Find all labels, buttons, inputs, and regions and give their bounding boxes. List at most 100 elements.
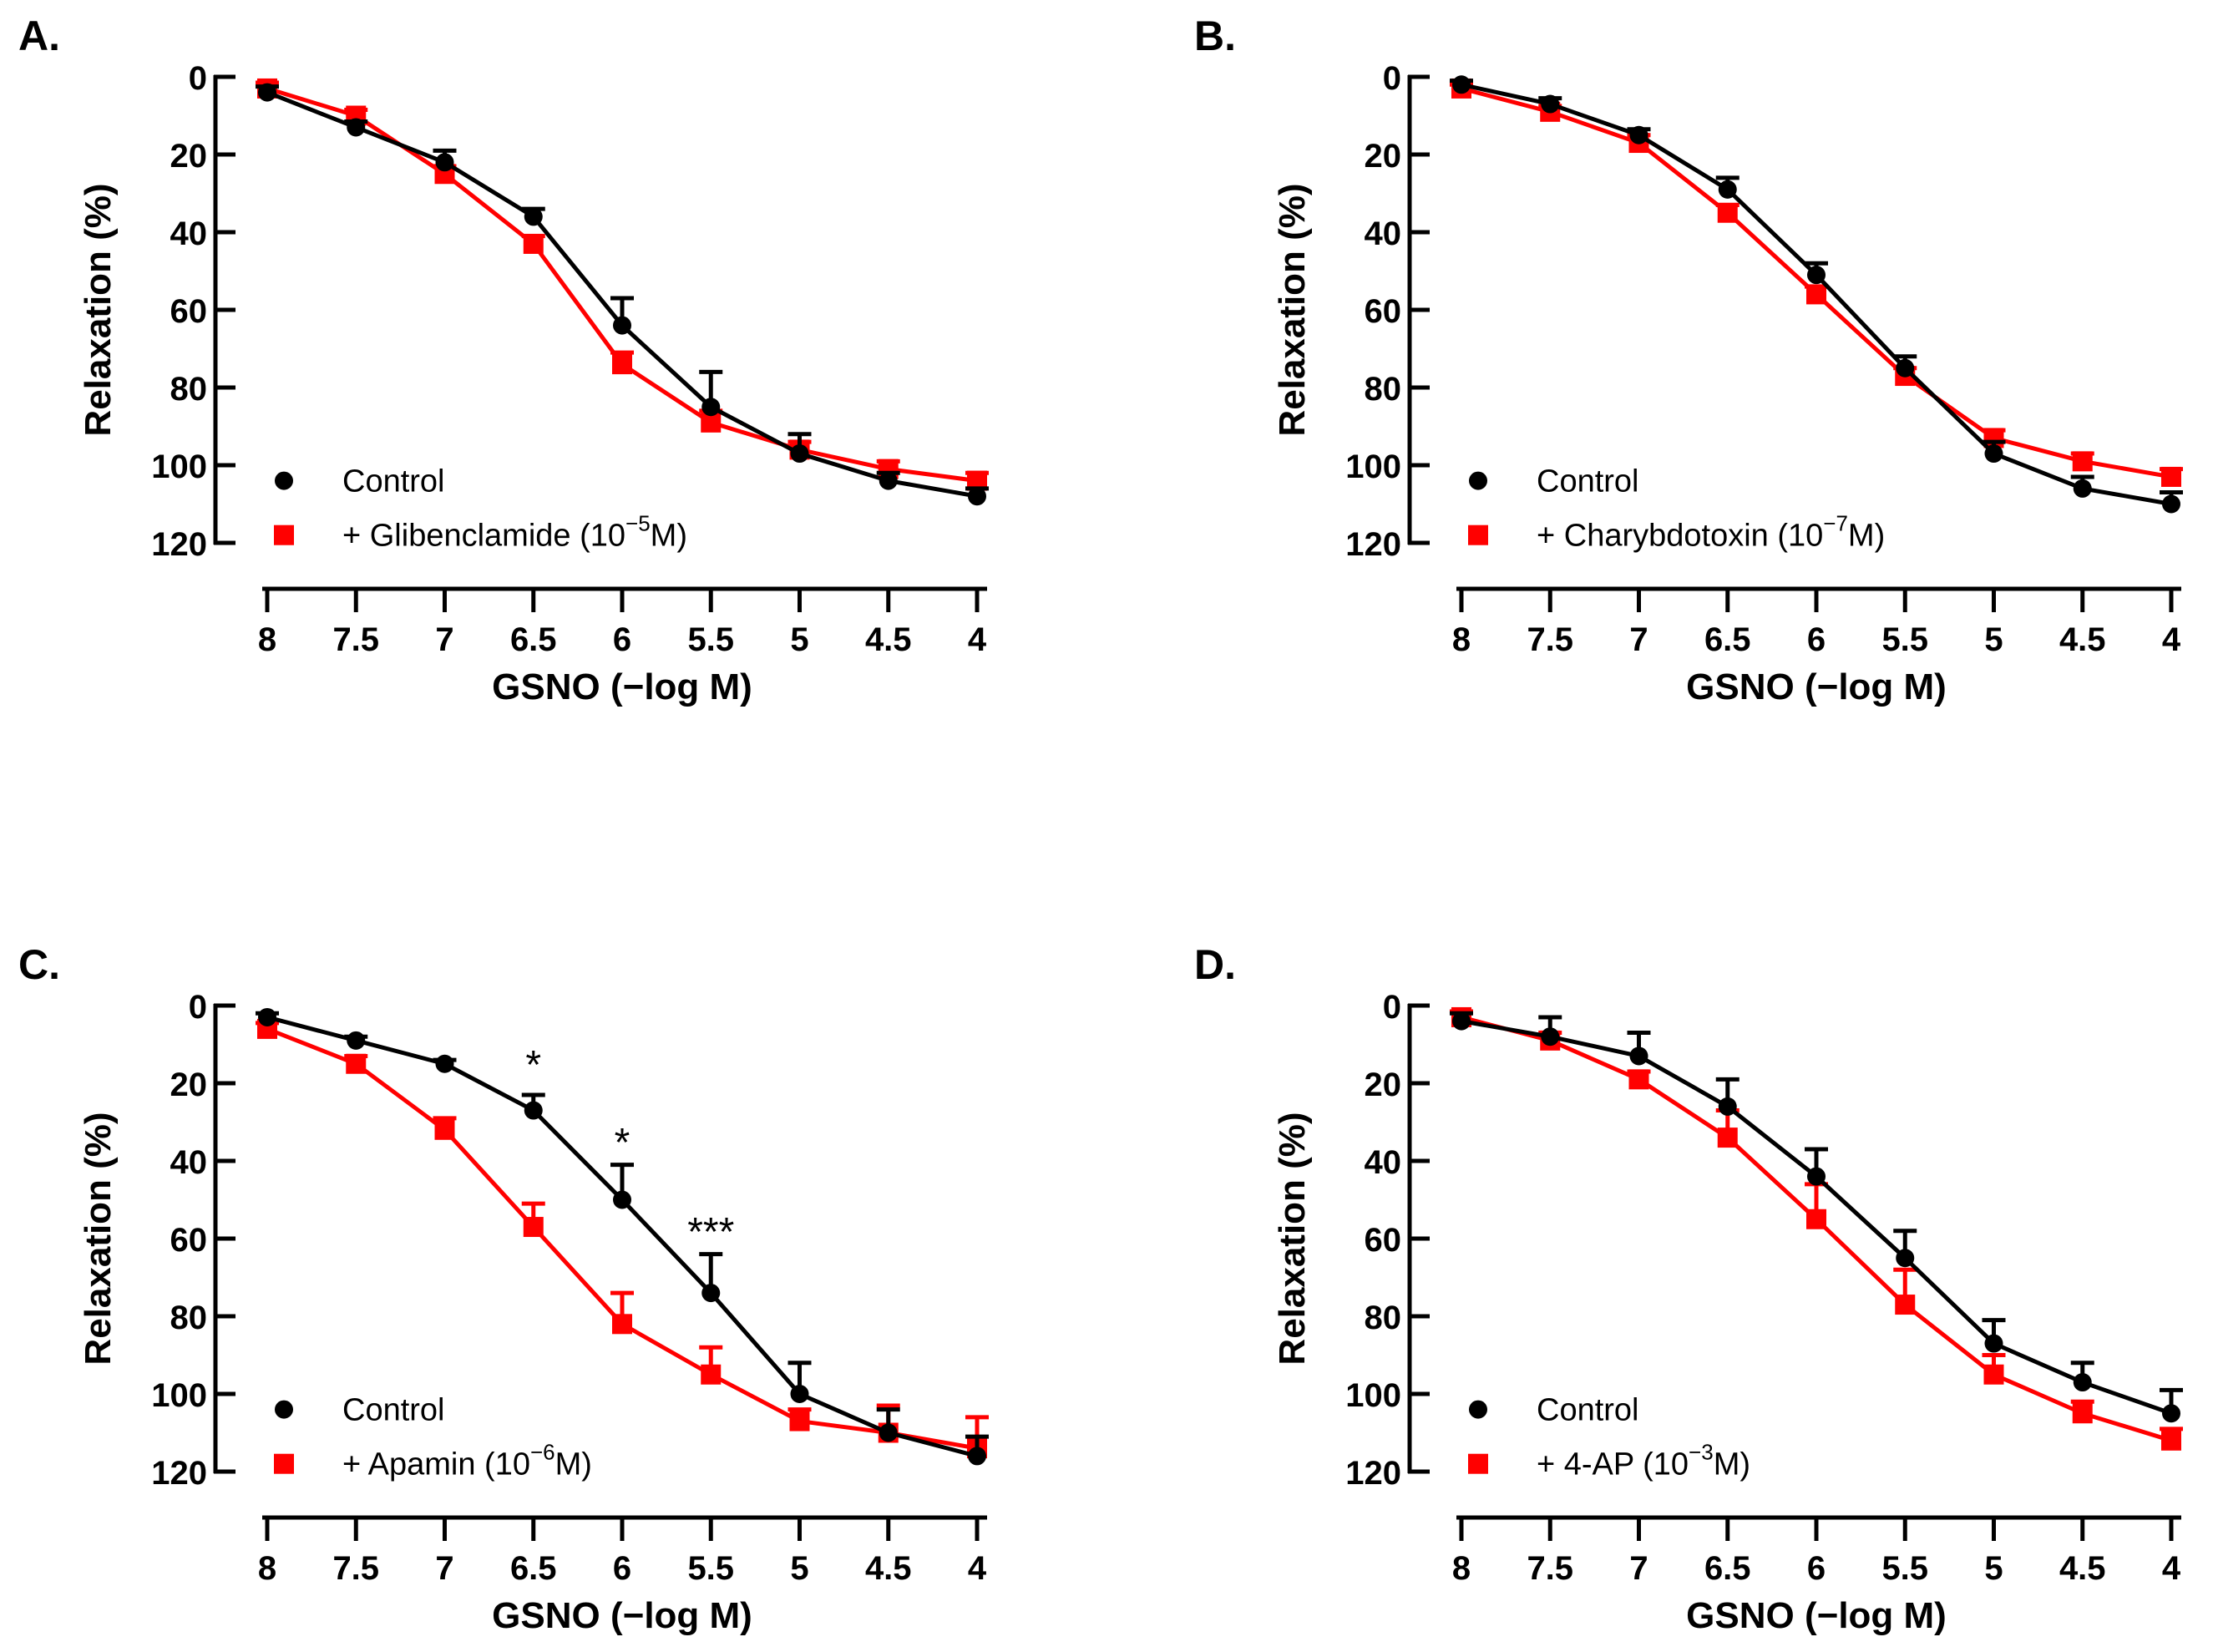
x-tick-label: 5 [790, 1550, 808, 1587]
x-tick-label: 7.5 [332, 621, 379, 658]
data-point [434, 1119, 455, 1140]
x-tick-label: 4 [2162, 1550, 2181, 1587]
data-point [1895, 1295, 1916, 1315]
data-point [1628, 1069, 1649, 1090]
data-point [1718, 180, 1737, 199]
x-tick-label: 4.5 [865, 621, 912, 658]
data-point [523, 1217, 544, 1238]
data-point [523, 233, 544, 254]
data-point [1541, 94, 1560, 114]
y-tick-label: 120 [1345, 1455, 1401, 1492]
data-point [790, 1385, 809, 1403]
data-point [879, 1423, 898, 1442]
data-point [435, 153, 454, 172]
legend-marker [275, 1400, 293, 1419]
data-point [1541, 1027, 1560, 1046]
data-point [1717, 1128, 1738, 1148]
y-tick-label: 40 [1365, 215, 1402, 252]
data-point [701, 412, 722, 433]
data-point [258, 83, 276, 102]
data-point [701, 1284, 721, 1303]
x-tick-label: 7.5 [1527, 1550, 1573, 1587]
x-tick-label: 4.5 [2059, 1550, 2106, 1587]
panel-label: B. [1194, 13, 1236, 59]
chart-panel: B. 0 20 40 60 80 100 120 Relaxation (%) 8 7.5 7 6.5 6… [1194, 13, 2183, 707]
legend-label: Control [1537, 464, 1639, 499]
series-control [256, 1007, 989, 1466]
data-point [1452, 75, 1471, 94]
data-point [2161, 1430, 2181, 1451]
x-tick-label: 6.5 [510, 621, 557, 658]
x-tick-label: 7 [1629, 1550, 1648, 1587]
x-axis-title: GSNO (−log M) [1686, 1595, 1947, 1636]
data-point [1984, 1334, 2003, 1353]
series-control [256, 83, 989, 506]
data-point [1896, 1249, 1915, 1268]
x-tick-label: 8 [1452, 1550, 1471, 1587]
y-axis-title: Relaxation (%) [1272, 1112, 1313, 1365]
legend-label: + Glibenclamide (10−5M) [342, 511, 687, 554]
chart-panel: A. 0 20 40 60 80 100 120 Relaxation (%) 8 7.5 7 6.5 6… [18, 13, 989, 707]
data-point [1717, 202, 1738, 223]
y-tick-label: 120 [151, 1455, 207, 1492]
legend-label: + Charybdotoxin (10−7M) [1537, 511, 1885, 554]
x-tick-label: 6 [1807, 621, 1826, 658]
legend-marker [275, 471, 293, 490]
data-point [2162, 1404, 2180, 1423]
panel-label: A. [18, 13, 60, 59]
series-treatment [1450, 1006, 2183, 1451]
x-tick-label: 8 [1452, 621, 1471, 658]
y-tick-label: 60 [1365, 1222, 1402, 1259]
data-point [612, 1314, 632, 1335]
y-tick-label: 100 [151, 1377, 207, 1414]
y-tick-label: 80 [1365, 1300, 1402, 1336]
data-point [347, 1031, 366, 1050]
legend-label: Control [1537, 1393, 1639, 1428]
data-point [968, 1447, 986, 1466]
data-point [1983, 1364, 2004, 1385]
series-treatment [256, 1018, 989, 1459]
data-point [790, 444, 809, 464]
y-tick-label: 20 [170, 1067, 208, 1103]
panel-label: D. [1194, 941, 1236, 988]
x-tick-label: 5.5 [1881, 621, 1928, 658]
y-tick-label: 40 [170, 215, 208, 252]
panel-label: C. [18, 941, 60, 988]
x-tick-label: 6.5 [1704, 1550, 1751, 1587]
series-control [1450, 75, 2183, 514]
significance-annotation: *** [687, 1210, 734, 1254]
legend: Control + Apamin (10−6M) [274, 1393, 592, 1482]
y-tick-label: 40 [1365, 1144, 1402, 1181]
data-point [1718, 1097, 1737, 1116]
series-line [266, 86, 978, 484]
y-tick-label: 0 [1383, 989, 1401, 1026]
series-treatment [256, 78, 989, 491]
y-tick-label: 20 [170, 138, 208, 175]
y-tick-label: 0 [189, 60, 207, 97]
data-point [258, 1007, 276, 1026]
x-tick-label: 5.5 [1881, 1550, 1928, 1587]
legend-marker [1469, 471, 1487, 490]
data-point [435, 1054, 454, 1073]
data-point [1452, 1011, 1471, 1031]
x-axis-title: GSNO (−log M) [492, 666, 752, 707]
data-point [524, 1101, 543, 1120]
y-tick-label: 20 [1365, 1067, 1402, 1103]
x-tick-label: 7 [435, 621, 453, 658]
x-tick-label: 4 [968, 1550, 987, 1587]
data-point [346, 1053, 367, 1074]
x-tick-label: 5 [1984, 1550, 2003, 1587]
chart-panel: D. 0 20 40 60 80 100 120 Relaxation (%) 8 7.5 7 6.5 6… [1194, 941, 2183, 1636]
series-line [266, 1026, 978, 1451]
x-tick-label: 6 [613, 1550, 631, 1587]
y-tick-label: 100 [151, 448, 207, 485]
x-tick-label: 5.5 [687, 1550, 734, 1587]
x-tick-label: 6 [613, 621, 631, 658]
y-tick-label: 120 [151, 526, 207, 563]
y-axis-title: Relaxation (%) [78, 183, 119, 436]
data-point [612, 354, 632, 375]
y-tick-label: 0 [1383, 60, 1401, 97]
data-point [613, 316, 631, 335]
x-tick-label: 4.5 [2059, 621, 2106, 658]
legend-label: + 4-AP (10−3M) [1537, 1440, 1750, 1482]
